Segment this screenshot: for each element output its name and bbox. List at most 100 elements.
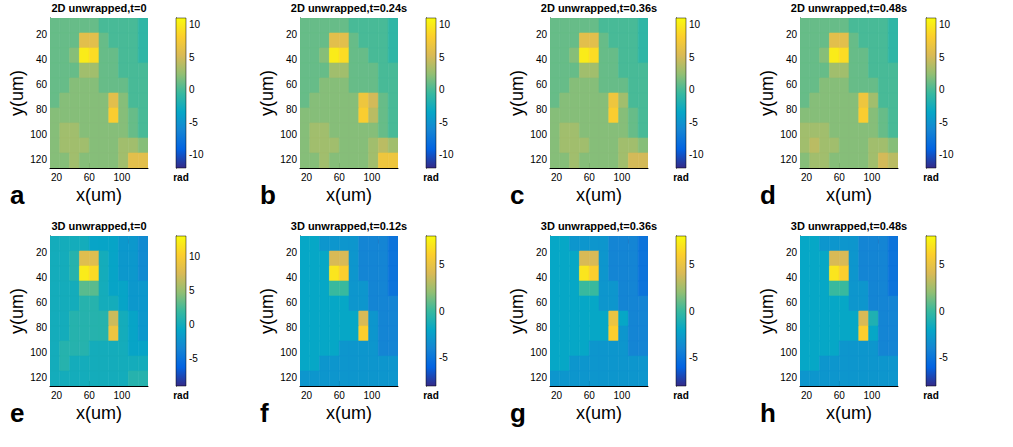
svg-text:0: 0 xyxy=(439,84,445,95)
svg-text:80: 80 xyxy=(786,322,798,333)
svg-text:10: 10 xyxy=(689,19,701,30)
svg-text:40: 40 xyxy=(536,54,548,65)
svg-text:100: 100 xyxy=(30,347,47,358)
svg-text:60: 60 xyxy=(36,79,48,90)
svg-text:2D unwrapped,t=0.24s: 2D unwrapped,t=0.24s xyxy=(291,2,407,14)
svg-text:100: 100 xyxy=(114,390,131,401)
svg-text:3D unwrapped,t=0: 3D unwrapped,t=0 xyxy=(51,220,146,232)
svg-text:100: 100 xyxy=(780,347,797,358)
svg-text:80: 80 xyxy=(536,322,548,333)
svg-text:20: 20 xyxy=(801,390,813,401)
svg-text:20: 20 xyxy=(786,247,798,258)
svg-text:y(um): y(um) xyxy=(507,70,527,116)
svg-text:20: 20 xyxy=(286,29,298,40)
svg-text:120: 120 xyxy=(530,154,547,165)
svg-text:rad: rad xyxy=(923,172,939,183)
svg-text:120: 120 xyxy=(30,372,47,383)
svg-text:100: 100 xyxy=(364,390,381,401)
svg-text:-5: -5 xyxy=(939,352,948,363)
svg-text:100: 100 xyxy=(280,129,297,140)
svg-text:100: 100 xyxy=(614,390,631,401)
svg-text:120: 120 xyxy=(280,154,297,165)
svg-text:y(um): y(um) xyxy=(257,288,277,334)
svg-text:60: 60 xyxy=(286,297,298,308)
svg-text:y(um): y(um) xyxy=(757,70,777,116)
svg-text:3D unwrapped,t=0.12s: 3D unwrapped,t=0.12s xyxy=(291,220,407,232)
svg-text:rad: rad xyxy=(673,172,689,183)
svg-text:20: 20 xyxy=(301,172,313,183)
svg-text:a: a xyxy=(10,180,25,210)
svg-text:100: 100 xyxy=(864,172,881,183)
svg-text:20: 20 xyxy=(801,172,813,183)
svg-text:80: 80 xyxy=(286,104,298,115)
svg-text:rad: rad xyxy=(673,390,689,401)
svg-text:5: 5 xyxy=(439,259,445,270)
svg-text:40: 40 xyxy=(786,272,798,283)
svg-text:-5: -5 xyxy=(439,117,448,128)
svg-text:10: 10 xyxy=(189,251,201,262)
svg-text:2D unwrapped,t=0.36s: 2D unwrapped,t=0.36s xyxy=(541,2,657,14)
svg-text:20: 20 xyxy=(786,29,798,40)
svg-text:60: 60 xyxy=(786,79,798,90)
svg-text:100: 100 xyxy=(530,347,547,358)
svg-text:rad: rad xyxy=(423,390,439,401)
svg-text:rad: rad xyxy=(423,172,439,183)
svg-text:x(um): x(um) xyxy=(326,185,372,205)
svg-text:80: 80 xyxy=(786,104,798,115)
svg-text:5: 5 xyxy=(439,52,445,63)
svg-text:0: 0 xyxy=(939,84,945,95)
svg-text:y(um): y(um) xyxy=(507,288,527,334)
svg-text:f: f xyxy=(260,398,269,428)
svg-text:40: 40 xyxy=(36,272,48,283)
svg-text:120: 120 xyxy=(530,372,547,383)
svg-text:e: e xyxy=(10,398,24,428)
svg-text:5: 5 xyxy=(689,52,695,63)
svg-text:40: 40 xyxy=(36,54,48,65)
svg-text:20: 20 xyxy=(551,390,563,401)
svg-text:x(um): x(um) xyxy=(576,403,622,423)
svg-text:d: d xyxy=(760,180,776,210)
svg-text:60: 60 xyxy=(286,79,298,90)
svg-text:0: 0 xyxy=(689,84,695,95)
svg-text:60: 60 xyxy=(84,172,96,183)
svg-text:y(um): y(um) xyxy=(7,288,27,334)
svg-text:20: 20 xyxy=(36,29,48,40)
svg-text:5: 5 xyxy=(189,52,195,63)
svg-text:20: 20 xyxy=(536,247,548,258)
svg-text:0: 0 xyxy=(439,306,445,317)
svg-text:rad: rad xyxy=(923,390,939,401)
svg-text:5: 5 xyxy=(939,259,945,270)
svg-text:80: 80 xyxy=(286,322,298,333)
svg-text:40: 40 xyxy=(786,54,798,65)
svg-text:g: g xyxy=(510,398,526,428)
svg-text:y(um): y(um) xyxy=(7,70,27,116)
svg-text:120: 120 xyxy=(30,154,47,165)
svg-text:60: 60 xyxy=(36,297,48,308)
svg-text:60: 60 xyxy=(536,79,548,90)
svg-text:20: 20 xyxy=(286,247,298,258)
svg-text:60: 60 xyxy=(84,390,96,401)
svg-text:5: 5 xyxy=(689,259,695,270)
svg-text:80: 80 xyxy=(536,104,548,115)
svg-text:80: 80 xyxy=(36,322,48,333)
svg-text:0: 0 xyxy=(939,306,945,317)
svg-text:0: 0 xyxy=(189,319,195,330)
svg-text:120: 120 xyxy=(780,154,797,165)
svg-text:60: 60 xyxy=(834,172,846,183)
svg-text:h: h xyxy=(760,398,776,428)
svg-text:2D unwrapped,t=0: 2D unwrapped,t=0 xyxy=(51,2,146,14)
svg-text:40: 40 xyxy=(286,272,298,283)
svg-text:x(um): x(um) xyxy=(76,403,122,423)
svg-text:-10: -10 xyxy=(439,149,454,160)
svg-text:3D unwrapped,t=0.36s: 3D unwrapped,t=0.36s xyxy=(541,220,657,232)
svg-text:100: 100 xyxy=(614,172,631,183)
svg-text:100: 100 xyxy=(30,129,47,140)
svg-text:x(um): x(um) xyxy=(76,185,122,205)
svg-text:60: 60 xyxy=(334,172,346,183)
svg-text:20: 20 xyxy=(551,172,563,183)
svg-text:120: 120 xyxy=(780,372,797,383)
svg-text:60: 60 xyxy=(334,390,346,401)
svg-text:20: 20 xyxy=(301,390,313,401)
svg-text:-5: -5 xyxy=(189,353,198,364)
svg-text:x(um): x(um) xyxy=(576,185,622,205)
